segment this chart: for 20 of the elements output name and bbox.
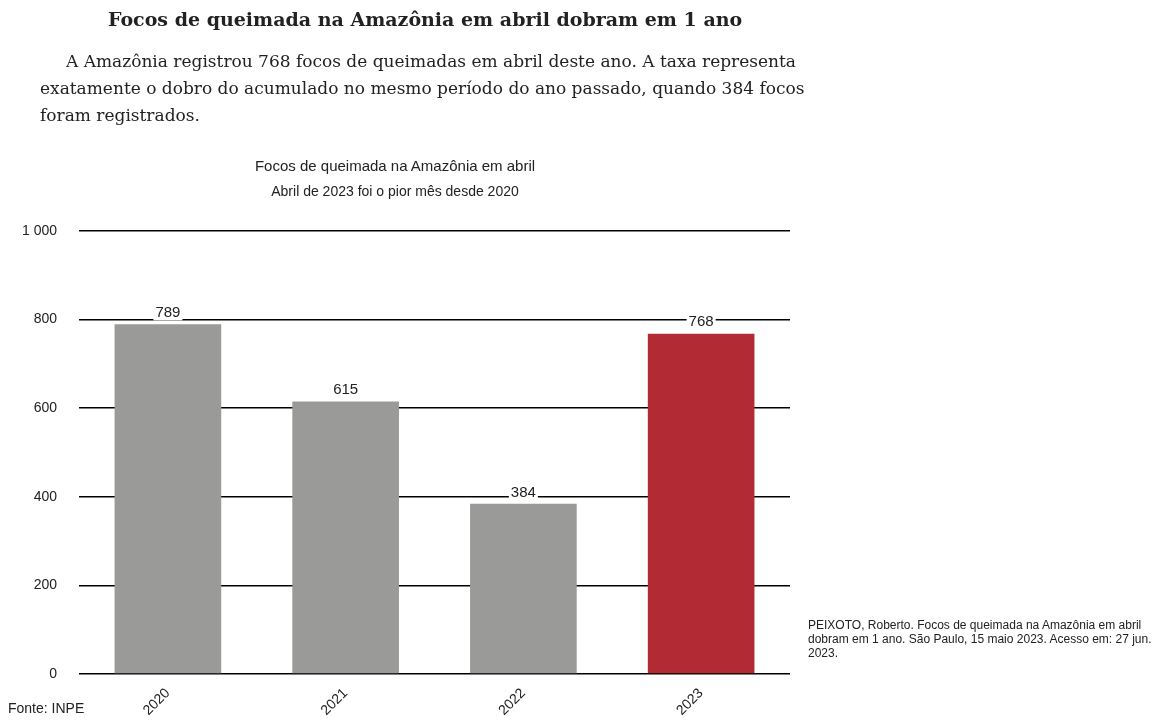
text: Focos de queimada na Amazônia em abril dobram em 1 ano <box>108 8 743 30</box>
y-tick-label: 0 <box>49 664 58 681</box>
data-label: 384 <box>510 482 536 500</box>
text: PEIXOTO, Roberto. Focos de queimada na Amazônia em abril dobram em 1 ano. São Paulo, 15 maio 2023. Acesso em: 27 jun. 2023. <box>808 618 1153 660</box>
chart-subtitle: Abril de 2023 foi o pior mês desde 2020 <box>271 183 519 200</box>
y-tick-label: 1 000 <box>21 221 58 238</box>
source-note: Fonte: INPE <box>8 700 85 716</box>
bar <box>470 503 577 674</box>
y-tick-label: 200 <box>33 576 58 593</box>
text: A Amazônia registrou 768 focos de queimadas em abril deste ano. A taxa representa exatamente o dobro do acumulado no mesmo período do ano passado, quando 384 focos foram registrados. <box>40 50 806 127</box>
data-label: 789 <box>155 302 181 320</box>
y-tick-label: 400 <box>33 487 58 504</box>
bar <box>647 333 755 674</box>
y-tick-label: 600 <box>33 398 58 415</box>
bar <box>292 401 399 674</box>
data-label: 615 <box>333 380 359 398</box>
data-label: 768 <box>688 312 714 330</box>
chart-title: Focos de queimada na Amazônia em abril <box>254 157 536 175</box>
bar <box>114 324 222 674</box>
y-tick-label: 800 <box>33 310 58 327</box>
